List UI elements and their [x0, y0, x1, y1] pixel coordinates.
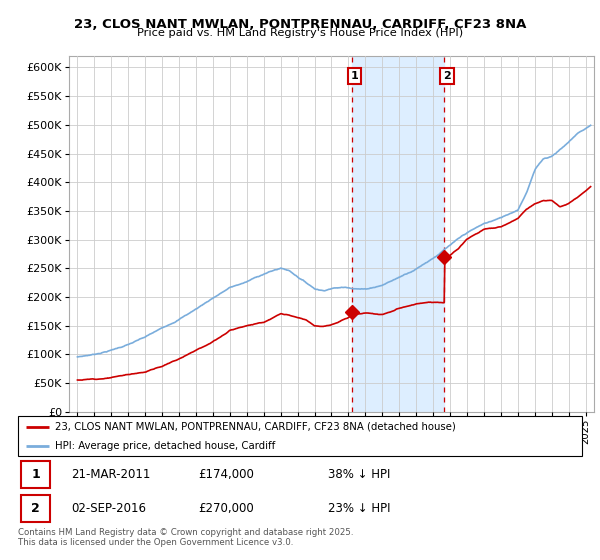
Text: Contains HM Land Registry data © Crown copyright and database right 2025.
This d: Contains HM Land Registry data © Crown c…	[18, 528, 353, 547]
Text: 38% ↓ HPI: 38% ↓ HPI	[328, 468, 391, 481]
FancyBboxPatch shape	[21, 494, 50, 522]
Text: 21-MAR-2011: 21-MAR-2011	[71, 468, 151, 481]
FancyBboxPatch shape	[21, 461, 50, 488]
Text: 2: 2	[31, 502, 40, 515]
Text: 2: 2	[443, 71, 451, 81]
Text: 23% ↓ HPI: 23% ↓ HPI	[328, 502, 391, 515]
Text: 1: 1	[31, 468, 40, 481]
Bar	[352, 56, 445, 412]
FancyBboxPatch shape	[18, 416, 582, 456]
Text: HPI: Average price, detached house, Cardiff: HPI: Average price, detached house, Card…	[55, 441, 275, 451]
Text: 23, CLOS NANT MWLAN, PONTPRENNAU, CARDIFF, CF23 8NA (detached house): 23, CLOS NANT MWLAN, PONTPRENNAU, CARDIF…	[55, 422, 455, 432]
Text: 1: 1	[351, 71, 359, 81]
Text: Price paid vs. HM Land Registry's House Price Index (HPI): Price paid vs. HM Land Registry's House …	[137, 28, 463, 38]
Text: £174,000: £174,000	[199, 468, 254, 481]
Text: 23, CLOS NANT MWLAN, PONTPRENNAU, CARDIFF, CF23 8NA: 23, CLOS NANT MWLAN, PONTPRENNAU, CARDIF…	[74, 18, 526, 31]
Text: £270,000: £270,000	[199, 502, 254, 515]
Text: 02-SEP-2016: 02-SEP-2016	[71, 502, 146, 515]
